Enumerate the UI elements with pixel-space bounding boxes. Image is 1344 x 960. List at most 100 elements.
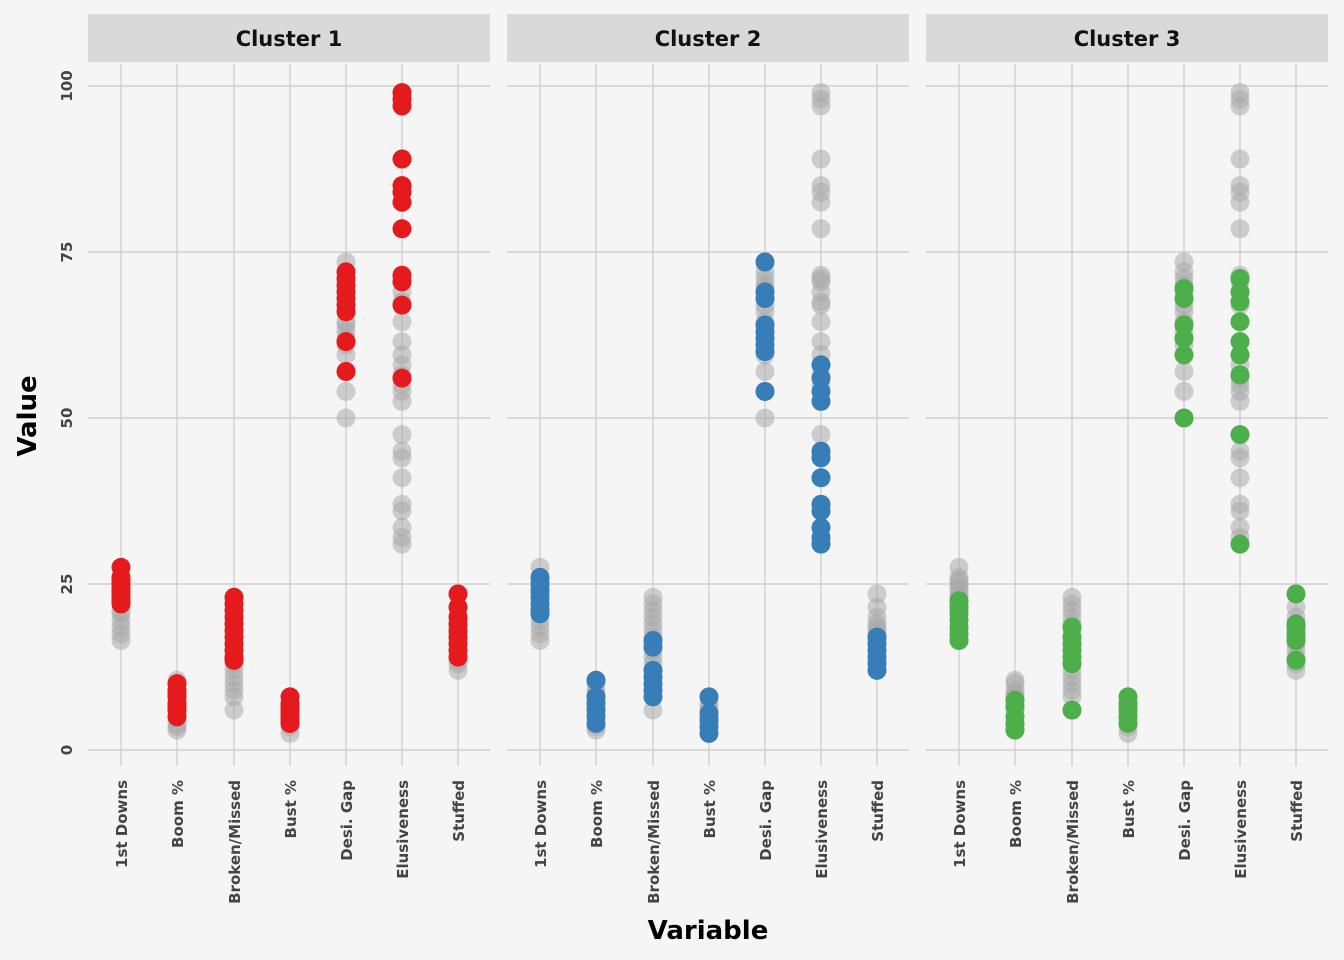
facet-strips: Cluster 1 Cluster 2 Cluster 3 (88, 14, 1328, 62)
background-point (392, 312, 412, 332)
background-point (1230, 494, 1250, 514)
background-point (1230, 468, 1250, 488)
y-tick-label: 25 (58, 574, 76, 595)
cluster-point (867, 627, 887, 647)
cluster-points (111, 83, 468, 733)
cluster-point (1230, 282, 1250, 302)
background-point (643, 587, 663, 607)
background-point (811, 425, 831, 445)
cluster-point (586, 670, 606, 690)
facet-strip-bg (88, 14, 490, 62)
cluster-point (949, 591, 969, 611)
background-point (755, 408, 775, 428)
background-point (224, 700, 244, 720)
cluster-point (224, 587, 244, 607)
cluster-point (448, 597, 468, 617)
y-tick-label: 75 (58, 242, 76, 263)
cluster-point (1174, 345, 1194, 365)
cluster-point (111, 557, 131, 577)
x-tick-label: Bust % (701, 780, 719, 838)
cluster-point (1174, 279, 1194, 299)
cluster-points (530, 252, 887, 743)
cluster-point (811, 355, 831, 375)
x-tick-label: Elusiveness (394, 780, 412, 879)
cluster-point (643, 630, 663, 650)
facet-strip: Cluster 2 (507, 14, 909, 62)
background-point (392, 468, 412, 488)
cluster-point (1062, 700, 1082, 720)
cluster-point (1230, 345, 1250, 365)
background-point (1286, 597, 1306, 617)
background-point (1005, 670, 1025, 690)
background-point (392, 425, 412, 445)
background-point (1174, 381, 1194, 401)
facet-title: Cluster 2 (655, 27, 762, 51)
background-point (392, 441, 412, 461)
facet-strip: Cluster 3 (926, 14, 1328, 62)
background-point (1230, 176, 1250, 196)
x-tick-label: Boom % (588, 780, 606, 848)
cluster-point (643, 660, 663, 680)
background-point (949, 557, 969, 577)
background-point (392, 345, 412, 365)
cluster-point (1286, 584, 1306, 604)
background-point (1230, 83, 1250, 103)
cluster-point (1118, 687, 1138, 707)
facet-strip-bg (507, 14, 909, 62)
cluster-point (1286, 650, 1306, 670)
cluster-point (530, 567, 550, 587)
cluster-point (392, 176, 412, 196)
facet-title: Cluster 3 (1074, 27, 1181, 51)
background-point (336, 381, 356, 401)
facet-title: Cluster 1 (236, 27, 343, 51)
background-point (811, 332, 831, 352)
cluster-point (280, 687, 300, 707)
facet-strip: Cluster 1 (88, 14, 490, 62)
x-tick-label: Broken/Missed (645, 780, 663, 904)
background-point (1062, 587, 1082, 607)
x-tick-label: Stuffed (450, 780, 468, 842)
x-tick-label: Stuffed (1288, 780, 1306, 842)
y-tick-labels: 0 25 50 75 100 (58, 70, 76, 755)
x-tick-label: 1st Downs (113, 780, 131, 868)
y-tick-label: 100 (58, 70, 76, 101)
cluster-points (949, 269, 1306, 740)
background-point (643, 700, 663, 720)
cluster-point (167, 674, 187, 694)
cluster-point (1005, 690, 1025, 710)
cluster-point (448, 584, 468, 604)
x-tick-label: 1st Downs (532, 780, 550, 868)
x-tick-label: Bust % (1120, 780, 1138, 838)
background-point (811, 83, 831, 103)
background-point (811, 265, 831, 285)
background-point (811, 149, 831, 169)
grid-lines (88, 64, 1328, 766)
x-tick-label: Desi. Gap (1176, 780, 1194, 861)
background-point (867, 584, 887, 604)
background-point (1174, 252, 1194, 272)
data-points (111, 83, 1306, 743)
background-point (1230, 149, 1250, 169)
cluster-point (1286, 614, 1306, 634)
cluster-point (1230, 425, 1250, 445)
cluster-point (1174, 328, 1194, 348)
cluster-point (1230, 332, 1250, 352)
x-tick-label: Boom % (169, 780, 187, 848)
cluster-point (392, 149, 412, 169)
cluster-point (811, 441, 831, 461)
background-point (336, 408, 356, 428)
x-tick-label: Broken/Missed (226, 780, 244, 904)
cluster-point (392, 219, 412, 239)
cluster-point (699, 703, 719, 723)
x-tick-label: Broken/Missed (1064, 780, 1082, 904)
background-point (811, 312, 831, 332)
cluster-point (1230, 365, 1250, 385)
cluster-point (1230, 269, 1250, 289)
x-tick-label: Elusiveness (1232, 780, 1250, 879)
cluster-point (1174, 408, 1194, 428)
cluster-point (755, 315, 775, 335)
cluster-point (392, 265, 412, 285)
cluster-point (755, 381, 775, 401)
x-tick-label: 1st Downs (951, 780, 969, 868)
